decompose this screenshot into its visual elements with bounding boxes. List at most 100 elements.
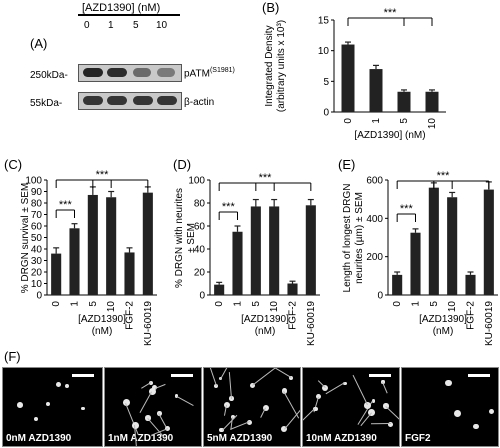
blot-band: [83, 68, 103, 77]
protein-label-actin: β-actin: [184, 97, 215, 108]
treatment-header: [AZD1390] (nM): [82, 2, 161, 14]
y-tick-label: 15: [318, 16, 330, 27]
bar: [142, 192, 153, 295]
neurite: [325, 382, 345, 395]
blot-band: [107, 68, 127, 77]
blot-band: [83, 96, 103, 105]
y-axis-label: ± SEM: [186, 223, 197, 253]
micrograph-0nm: 0nM AZD1390: [2, 367, 103, 447]
bar: [214, 284, 225, 295]
bar: [106, 197, 117, 295]
neuron-cell: [64, 384, 69, 389]
y-tick-label: 90: [31, 187, 43, 198]
bar: [425, 91, 439, 112]
significance-label: ***: [259, 172, 273, 184]
neuron-cell: [454, 409, 462, 417]
y-tick-label: 40: [31, 245, 43, 256]
significance-label: ***: [222, 201, 236, 213]
neuron-cell: [388, 422, 394, 427]
neuron-cell: [151, 385, 158, 391]
micrograph-caption: 5nM AZD1390: [207, 433, 273, 444]
neuron-cell: [148, 388, 156, 396]
neuron-cell: [132, 421, 139, 429]
x-tick-label: 1: [70, 301, 81, 307]
y-tick-label: 60: [194, 222, 206, 233]
neuron-cell: [164, 425, 171, 432]
neuron-cell: [281, 387, 288, 394]
neuron-cell: [263, 404, 270, 411]
y-tick-label: 70: [31, 210, 43, 221]
x-axis-label: (nM): [255, 326, 276, 337]
x-tick-label: 10: [106, 301, 117, 313]
neurite: [176, 396, 194, 406]
lane-label-0: 0: [84, 20, 90, 31]
x-tick-label: 1: [371, 118, 382, 124]
treatment-header-line: [78, 14, 180, 16]
x-tick-label: 0: [392, 301, 403, 307]
x-tick-label: 0: [214, 301, 225, 307]
x-tick-label: 5: [88, 301, 99, 307]
y-tick-label: 20: [194, 268, 206, 279]
micrograph-10nm: 10nM AZD1390: [302, 367, 400, 447]
neuron-cell: [219, 427, 224, 433]
panel-f-label: (F): [4, 349, 21, 364]
neurite: [260, 407, 267, 418]
bar: [232, 231, 243, 295]
y-axis-label: Length of longest DRGN: [342, 184, 353, 293]
panel-label: (E): [338, 157, 355, 172]
neuron-cell: [81, 406, 85, 410]
bar: [69, 228, 80, 295]
x-tick-label: 5: [399, 118, 410, 124]
neuron-cell: [316, 394, 322, 400]
panel-label: (B): [262, 0, 279, 15]
neurite: [352, 375, 369, 406]
x-tick-label: 10: [447, 301, 458, 313]
bar: [305, 205, 316, 295]
y-axis-label: neurites (µm) ± SEM: [354, 192, 365, 284]
micrograph-fgf2: FGF2: [401, 367, 499, 447]
x-axis-label: [AZD1390] (nM): [354, 130, 425, 141]
blot-row-patm: [78, 64, 182, 82]
y-tick-label: 0: [377, 291, 383, 302]
neuron-cell: [218, 377, 222, 381]
neurite: [382, 381, 388, 394]
significance-label: ***: [59, 199, 73, 211]
blot-band: [133, 68, 151, 77]
x-axis-label: [AZD1390]: [419, 314, 467, 325]
neuron-cell: [17, 401, 23, 408]
neurite: [283, 390, 300, 419]
x-tick-label: 5: [251, 301, 262, 307]
neuron-cell: [343, 381, 347, 385]
bar: [483, 189, 494, 295]
y-tick-label: 400: [366, 214, 383, 225]
x-tick-label: FGF-2: [288, 301, 299, 330]
y-tick-label: 50: [31, 233, 43, 244]
lane-label-10: 10: [156, 20, 168, 31]
neurite: [274, 368, 292, 379]
neuron-cell: [33, 416, 39, 422]
neurite: [252, 368, 277, 386]
neurite: [140, 381, 151, 389]
neuron-cell: [445, 379, 452, 387]
y-tick-label: 0: [36, 291, 42, 302]
significance-label: ***: [96, 169, 110, 181]
y-tick-label: 20: [31, 268, 43, 279]
y-tick-label: 0: [199, 291, 205, 302]
blot-band: [107, 96, 127, 105]
y-tick-label: 10: [31, 279, 43, 290]
y-tick-label: 60: [31, 222, 43, 233]
scale-bar: [468, 374, 490, 377]
neuron-cell: [321, 384, 329, 391]
neuron-cell: [371, 399, 375, 403]
bar: [428, 187, 439, 295]
bar: [369, 69, 383, 112]
bar: [51, 253, 62, 295]
x-tick-label: 0: [343, 118, 354, 124]
blot-band: [157, 68, 175, 77]
y-axis-label: Integrated Density: [264, 25, 275, 106]
y-axis-label: % DRGN with neurites: [174, 188, 185, 288]
neuron-cell: [363, 401, 371, 409]
